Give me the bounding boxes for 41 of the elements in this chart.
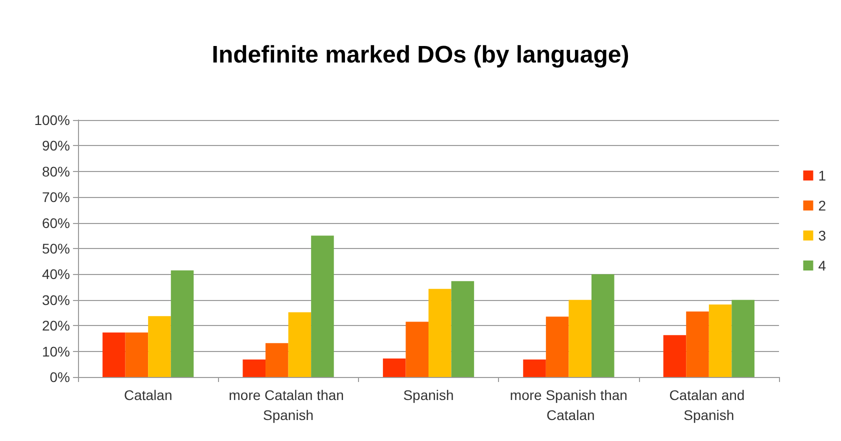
y-tick-label: 0% — [50, 369, 70, 385]
bar — [708, 304, 732, 377]
y-tick-label: 60% — [42, 214, 70, 231]
x-tick-label: Catalan and Spanish — [669, 387, 749, 423]
bar — [546, 316, 569, 377]
bar — [102, 332, 126, 377]
y-tick-label: 80% — [42, 163, 70, 180]
y-tick-label: 70% — [42, 189, 70, 206]
bar — [125, 332, 148, 377]
x-tick-label: more Spanish than Catalan — [510, 387, 628, 423]
bar — [686, 311, 709, 377]
bar — [663, 335, 686, 377]
legend-label: 4 — [818, 258, 826, 274]
chart-title: Indefinite marked DOs (by language) — [212, 42, 630, 68]
bar — [568, 300, 592, 377]
legend-label: 2 — [818, 198, 826, 214]
bar — [242, 360, 266, 377]
x-tick-label: more Catalan than Spanish — [228, 387, 348, 423]
bar — [732, 300, 754, 377]
y-tick-label: 90% — [42, 138, 70, 154]
y-tick-label: 20% — [42, 318, 70, 334]
bar — [288, 312, 312, 377]
y-tick-label: 50% — [42, 240, 70, 256]
bar — [382, 358, 406, 377]
bar — [406, 322, 428, 377]
bar — [591, 274, 614, 377]
y-tick-label: 100% — [34, 112, 70, 128]
y-tick-label: 10% — [42, 343, 70, 360]
bar — [148, 316, 171, 377]
bar — [170, 270, 194, 377]
y-tick-label: 30% — [42, 292, 70, 308]
y-tick-label: 40% — [42, 266, 70, 282]
bar — [451, 281, 474, 377]
bar — [428, 288, 452, 377]
legend-label: 3 — [818, 228, 826, 244]
x-tick-label: Catalan — [124, 387, 172, 403]
bar — [523, 360, 546, 377]
legend-label: 1 — [818, 168, 826, 184]
bar — [266, 343, 288, 377]
x-tick-label: Spanish — [403, 387, 454, 403]
bar — [311, 236, 334, 377]
